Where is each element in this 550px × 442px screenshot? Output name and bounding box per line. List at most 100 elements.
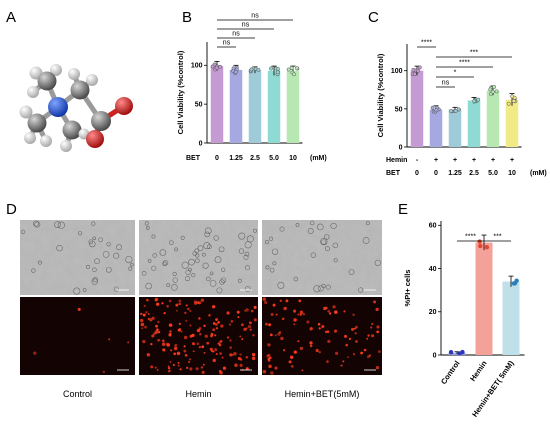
x-tick-label: 10 — [289, 155, 297, 162]
cell — [77, 231, 83, 236]
pi-positive-nucleus — [226, 311, 230, 315]
cell — [169, 240, 174, 246]
pi-positive-nucleus — [204, 334, 208, 338]
bar — [448, 109, 462, 147]
cell — [151, 265, 157, 271]
pi-positive-nucleus — [146, 298, 149, 302]
cell — [37, 260, 42, 265]
cell — [313, 285, 321, 293]
cell — [209, 280, 217, 287]
pi-positive-nucleus — [192, 342, 195, 346]
cell — [309, 220, 315, 226]
significance-label: *** — [470, 50, 478, 57]
cell — [34, 221, 41, 228]
cell — [185, 269, 191, 275]
data-point — [233, 69, 238, 74]
cell — [277, 281, 285, 289]
pi-positive-nucleus — [240, 323, 244, 327]
cell — [202, 262, 209, 269]
pi-positive-nucleus — [342, 360, 345, 363]
panel-letter-d: D — [6, 201, 17, 218]
pi-positive-nucleus — [251, 356, 256, 361]
cell — [181, 261, 189, 269]
pi-positive-nucleus — [183, 349, 187, 353]
data-point — [417, 65, 422, 70]
pi-positive-nucleus — [191, 333, 195, 337]
pi-positive-nucleus — [155, 324, 158, 328]
pi-positive-nucleus — [177, 364, 180, 367]
cell — [57, 221, 65, 229]
micrograph-grid: Control Hemin Hemin+BET(5mM) — [20, 220, 382, 399]
cell — [316, 223, 324, 231]
pi-positive-nucleus — [147, 317, 150, 320]
fluorescence-image — [20, 297, 135, 375]
bar — [210, 66, 224, 143]
cell — [54, 221, 61, 228]
data-point — [490, 89, 495, 94]
cell — [20, 229, 26, 234]
pi-positive-nucleus — [352, 313, 355, 317]
pi-positive-nucleus — [151, 334, 155, 338]
significance-label: *** — [493, 234, 501, 241]
y-tick-label: 100 — [191, 63, 203, 70]
cell — [151, 234, 156, 239]
data-point — [412, 72, 417, 77]
pi-positive-nucleus — [288, 360, 292, 364]
pi-positive-nucleus — [196, 328, 201, 333]
pi-positive-nucleus — [185, 304, 188, 307]
pi-positive-nucleus — [309, 344, 313, 348]
pi-positive-nucleus — [212, 350, 215, 353]
data-point — [472, 99, 477, 104]
cell — [82, 288, 87, 292]
micrograph-caption: Hemin — [185, 389, 211, 399]
pi-positive-nucleus — [220, 324, 224, 328]
cell — [243, 254, 249, 260]
cell — [106, 242, 111, 247]
bar — [505, 99, 519, 147]
y-tick-label: 20 — [429, 309, 437, 316]
pi-positive-nucleus — [188, 358, 192, 361]
pi-positive-nucleus — [189, 367, 193, 371]
cell — [209, 271, 214, 276]
cell — [195, 258, 200, 264]
cell — [171, 284, 178, 291]
y-tick-label: 0 — [399, 144, 403, 151]
pi-positive-nucleus — [309, 341, 313, 345]
cell — [162, 261, 167, 267]
pi-positive-nucleus — [142, 313, 146, 317]
cell — [216, 287, 223, 294]
pi-positive-nucleus — [375, 366, 380, 370]
data-point — [453, 109, 458, 113]
pi-positive-nucleus — [157, 320, 160, 324]
cell — [102, 251, 110, 258]
bet-row-value: 10 — [508, 170, 516, 177]
pi-positive-nucleus — [293, 350, 297, 354]
pi-positive-nucleus — [173, 352, 176, 356]
cell — [310, 252, 316, 258]
pi-positive-nucleus — [376, 330, 380, 334]
pi-positive-nucleus — [198, 327, 202, 330]
cell — [145, 282, 152, 290]
pi-positive-nucleus — [264, 322, 268, 326]
significance-label: * — [454, 70, 457, 77]
pi-positive-nucleus — [234, 363, 238, 367]
data-point — [411, 67, 416, 72]
cell — [244, 265, 251, 271]
pi-positive-nucleus — [373, 300, 377, 304]
cell — [180, 235, 185, 240]
pi-positive-nucleus — [154, 297, 159, 302]
hydrogen-atom — [68, 68, 80, 80]
pi-positive-nucleus — [154, 366, 157, 369]
pi-positive-nucleus — [215, 352, 218, 356]
cell — [141, 271, 147, 276]
cell — [244, 241, 252, 249]
data-point — [275, 70, 280, 75]
cell — [333, 258, 338, 263]
pi-positive-nucleus — [186, 366, 189, 369]
cell — [128, 266, 133, 271]
bar — [502, 281, 520, 355]
cell — [113, 252, 120, 259]
pi-positive-nucleus — [193, 300, 198, 304]
pi-positive-nucleus — [367, 334, 370, 337]
